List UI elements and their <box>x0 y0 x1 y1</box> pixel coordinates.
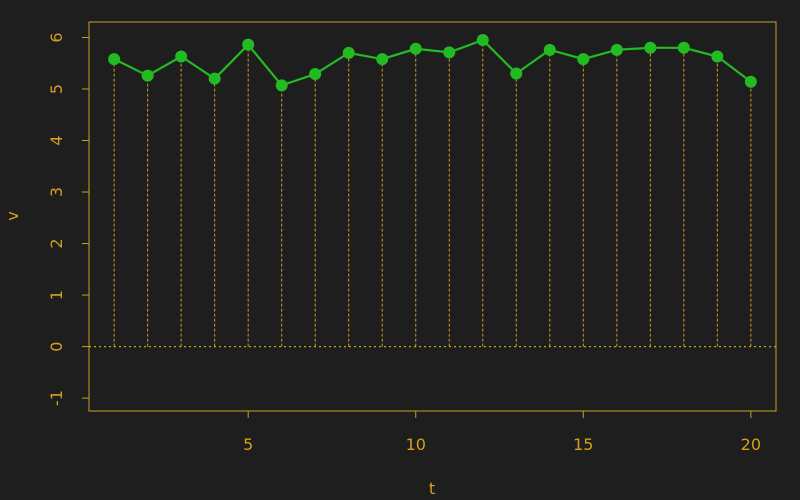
data-point <box>409 42 422 55</box>
data-point <box>242 38 255 51</box>
data-point <box>677 41 690 54</box>
x-tick-label: 10 <box>406 435 426 454</box>
y-axis-title: v <box>3 211 22 220</box>
data-point <box>376 53 389 66</box>
y-axis: -1 0 1 2 3 4 5 6 <box>47 32 89 406</box>
data-point <box>543 43 556 56</box>
x-axis: 5 10 15 20 <box>243 411 761 454</box>
data-point <box>208 72 221 85</box>
data-point <box>275 79 288 92</box>
x-tick-label: 15 <box>573 435 593 454</box>
data-point <box>443 46 456 59</box>
y-tick-label: 3 <box>47 187 66 197</box>
data-point <box>644 41 657 54</box>
data-point <box>476 34 489 47</box>
data-point <box>175 50 188 63</box>
data-point <box>744 75 757 88</box>
data-point <box>510 67 523 80</box>
x-tick-label: 20 <box>741 435 761 454</box>
y-tick-label: 6 <box>47 32 66 42</box>
data-point <box>577 53 590 66</box>
x-tick-label: 5 <box>243 435 253 454</box>
drop-lines <box>113 40 752 347</box>
y-tick-label: 4 <box>47 135 66 145</box>
data-point <box>610 43 623 56</box>
y-tick-label: 5 <box>47 84 66 94</box>
plot-frame <box>88 21 777 412</box>
y-tick-label: -1 <box>47 390 66 406</box>
y-tick-label: 1 <box>47 290 66 300</box>
x-axis-title: t <box>429 479 435 498</box>
data-point <box>141 69 154 82</box>
y-tick-label: 0 <box>47 342 66 352</box>
data-point <box>711 50 724 63</box>
data-point <box>108 53 121 66</box>
data-point <box>342 46 355 59</box>
data-points <box>108 34 757 92</box>
data-point <box>309 68 322 81</box>
y-tick-label: 2 <box>47 238 66 248</box>
